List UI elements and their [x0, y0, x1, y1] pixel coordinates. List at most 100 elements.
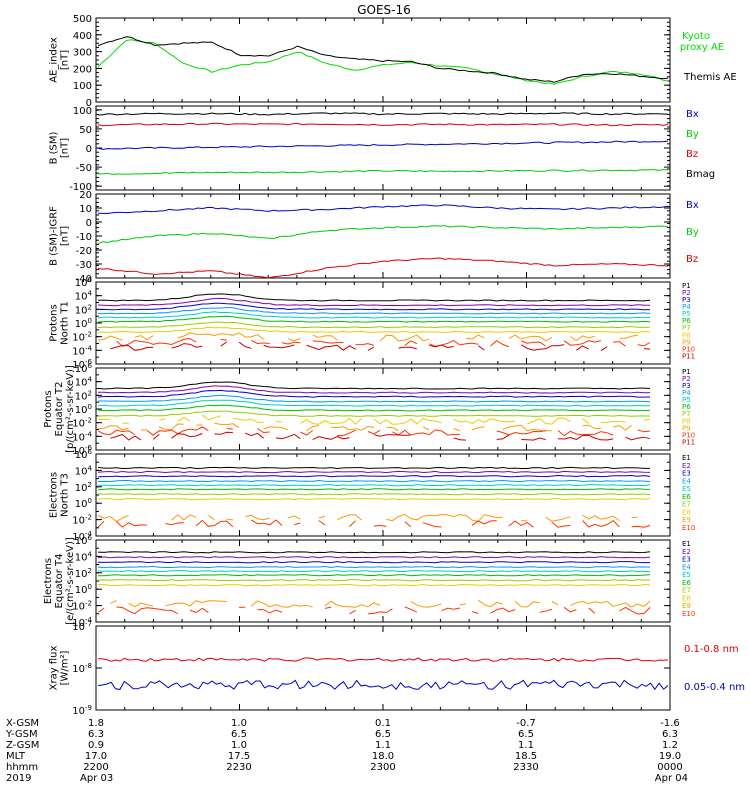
series-line-kyoto-proxy-ae — [98, 40, 668, 85]
y-tick-label: 10-4 — [72, 344, 92, 357]
channel-line-e9 — [337, 515, 362, 520]
channel-line-p10 — [638, 430, 650, 432]
channel-line-p10 — [313, 341, 344, 343]
y-tick-label: 104 — [75, 290, 93, 303]
channel-line-p11 — [644, 349, 650, 350]
x-row-value: 2230 — [226, 762, 251, 773]
channel-line-p11 — [313, 437, 350, 440]
y-axis-label: Xray flux — [49, 646, 60, 691]
y-axis-label: Protons — [49, 304, 60, 341]
x-row-value: -0.7 — [516, 718, 536, 729]
y-tick-label: 102 — [75, 481, 92, 494]
channel-line-p8 — [233, 418, 264, 423]
channel-line-e2 — [98, 471, 650, 472]
y-axis-label: [p/(cm²-s-sr-keV)] — [65, 365, 76, 453]
channel-line-p9 — [307, 426, 319, 431]
channel-line-e10 — [540, 609, 552, 612]
x-row-label: X-GSM — [6, 718, 39, 729]
y-tick-label: 100 — [75, 403, 92, 416]
y-tick-label: 106 — [75, 534, 93, 547]
y-axis-label: [W/m²] — [60, 650, 71, 685]
channel-line-e10 — [350, 521, 356, 527]
y-tick-label: 104 — [75, 464, 93, 477]
y-tick-label: 50 — [79, 125, 92, 136]
channel-line-e10 — [294, 523, 300, 525]
channel-line-p8 — [178, 418, 190, 421]
y-axis-label: [nT] — [60, 50, 71, 70]
y-tick-label: 100 — [75, 497, 92, 510]
channel-line-e10 — [251, 520, 282, 526]
legend-igrf-bz: Bz — [686, 254, 698, 265]
channel-line-e9 — [521, 521, 527, 522]
channel-line-p9 — [466, 335, 484, 339]
y-tick-label: 500 — [73, 14, 92, 25]
channel-line-e5 — [98, 485, 650, 486]
x-row-value: 2200 — [83, 762, 108, 773]
channel-line-e10 — [589, 608, 595, 613]
channel-line-p10 — [392, 430, 460, 435]
channel-line-p11 — [521, 438, 546, 440]
channel-line-p9 — [454, 429, 460, 431]
x-row-label: MLT — [6, 751, 26, 762]
channel-line-e3 — [98, 562, 650, 563]
channel-line-p2 — [98, 298, 650, 305]
channel-line-e10 — [166, 523, 184, 525]
channel-line-e9 — [227, 519, 233, 520]
channel-line-e7 — [98, 580, 650, 581]
channel-line-p10 — [491, 341, 509, 347]
channel-line-p8 — [583, 419, 589, 424]
channel-line-e6 — [98, 489, 650, 490]
channel-line-p9 — [386, 427, 398, 430]
channel-line-e10 — [374, 525, 386, 526]
channel-line-e10 — [405, 522, 411, 527]
channel-line-p11 — [276, 434, 301, 438]
y-tick-label: -10 — [76, 232, 92, 243]
channel-line-p11 — [368, 347, 374, 350]
channel-line-e2 — [98, 557, 650, 558]
y-axis-label: Equator T4 — [54, 554, 65, 609]
x-row-value: 17.5 — [228, 751, 250, 762]
channel-line-p11 — [245, 433, 263, 438]
channel-line-p8 — [454, 419, 515, 424]
series-line-bx — [98, 141, 668, 149]
y-axis-label: AE_index — [49, 37, 60, 83]
channel-line-e9 — [460, 604, 466, 605]
channel-line-e10 — [368, 609, 393, 614]
channel-line-e8 — [98, 499, 650, 500]
channel-line-p8 — [601, 422, 626, 423]
channel-line-p9 — [313, 335, 338, 340]
y-tick-label: 0 — [86, 218, 92, 229]
channel-line-e1 — [98, 552, 650, 553]
channel-line-p9 — [264, 427, 289, 430]
y-tick-label: 300 — [73, 48, 92, 59]
y-tick-label: 100 — [75, 317, 92, 330]
channel-line-p11 — [454, 438, 466, 440]
channel-line-e9 — [98, 515, 129, 521]
y-tick-label: 106 — [75, 362, 93, 375]
x-row-label: Y-GSM — [5, 729, 38, 740]
channel-line-p10 — [521, 341, 546, 346]
channel-line-e7 — [98, 494, 650, 495]
channel-line-p11 — [215, 432, 233, 434]
y-tick-label: 200 — [73, 64, 92, 75]
channel-label: E10 — [682, 524, 695, 532]
y-tick-label: 10-2 — [72, 514, 92, 527]
panel-frame-1 — [96, 18, 670, 102]
channel-line-e4 — [98, 480, 650, 481]
channel-label: P11 — [682, 352, 695, 360]
channel-line-e9 — [583, 515, 620, 521]
x-row-value: 19.0 — [659, 751, 681, 762]
x-row-value: 6.3 — [662, 729, 678, 740]
channel-line-e10 — [190, 608, 208, 612]
y-tick-label: 100 — [73, 81, 92, 92]
channel-line-p10 — [356, 344, 374, 346]
channel-line-e10 — [632, 526, 650, 528]
plot-title: GOES-16 — [357, 3, 411, 17]
y-tick-label: 104 — [75, 550, 93, 563]
x-row-value: 6.5 — [375, 729, 391, 740]
x-row-value: 1.0 — [231, 740, 247, 751]
x-row-value: 2300 — [370, 762, 395, 773]
channel-line-p10 — [282, 342, 300, 344]
channel-line-e10 — [583, 521, 620, 528]
